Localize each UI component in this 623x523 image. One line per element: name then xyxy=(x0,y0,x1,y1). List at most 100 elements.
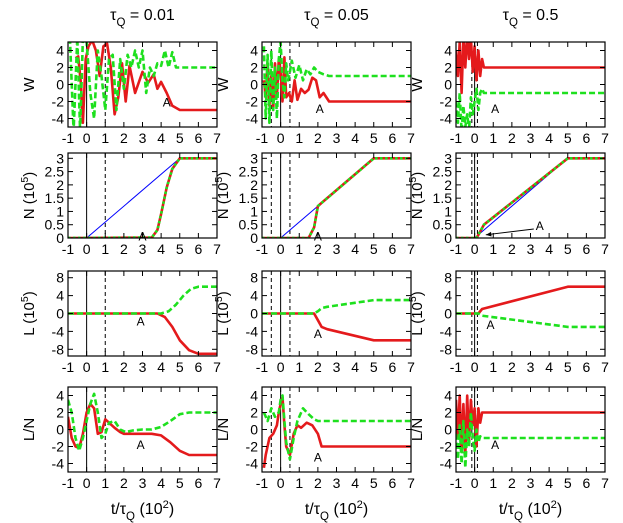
series-line-1 xyxy=(68,392,217,453)
panel-r1c0: -1 0 1 2 3 4 5 6 732.521.510.50 AN (105) xyxy=(19,150,221,257)
y-tick-label: 0 xyxy=(56,306,64,322)
series-line-0 xyxy=(456,285,605,315)
x-tick-label: 5 xyxy=(370,475,378,491)
y-tick-label: -2 xyxy=(440,94,453,110)
y-tick-label: 1 xyxy=(56,203,64,219)
x-tick-label: 3 xyxy=(527,359,535,375)
x-tick-label: 1 xyxy=(101,359,109,375)
plot-frame xyxy=(455,152,606,239)
annotation-arrowhead xyxy=(485,231,492,237)
y-tick-label: 2 xyxy=(56,177,64,193)
y-tick-label: -4 xyxy=(52,456,65,472)
x-tick-label: 5 xyxy=(564,130,572,146)
y-tick-label: 0 xyxy=(56,230,64,246)
x-tick-label: -1 xyxy=(450,475,463,491)
x-axis-label: t/τQ (102) xyxy=(111,499,174,523)
y-tick-label: 2 xyxy=(444,405,452,421)
y-tick-label: 8 xyxy=(56,270,64,286)
x-tick-label: 1 xyxy=(101,475,109,491)
x-tick-label: -1 xyxy=(256,130,269,146)
x-tick-label: 0 xyxy=(83,359,91,375)
y-tick-label: 0.5 xyxy=(45,217,65,233)
x-tick-label: 0 xyxy=(83,475,91,491)
x-tick-label: 7 xyxy=(407,475,415,491)
y-tick-label: 0 xyxy=(250,306,258,322)
y-tick-label: 0 xyxy=(250,77,258,93)
x-tick-label: 1 xyxy=(489,475,497,491)
y-tick-label: 1.5 xyxy=(239,190,259,206)
x-tick-label: 2 xyxy=(120,241,128,257)
x-axis-label: t/τQ (102) xyxy=(305,499,368,523)
x-tick-label: 7 xyxy=(213,241,221,257)
x-tick-label: 4 xyxy=(157,241,165,257)
y-tick-label: 0 xyxy=(56,77,64,93)
y-tick-label: 4 xyxy=(56,288,64,304)
annotation-label: A xyxy=(314,230,322,244)
series-line-1 xyxy=(456,411,605,470)
series-line-1 xyxy=(262,394,411,461)
annotation-label: A xyxy=(491,102,499,116)
x-tick-label: 5 xyxy=(370,130,378,146)
y-axis-label: W xyxy=(215,77,232,92)
y-tick-label: 2 xyxy=(56,60,64,76)
annotation-label: A xyxy=(137,315,145,329)
y-tick-label: -2 xyxy=(246,94,259,110)
annotation-label: A xyxy=(491,438,499,452)
series-line-0 xyxy=(262,312,411,342)
series-line-1 xyxy=(68,285,217,315)
x-tick-label: 3 xyxy=(333,359,341,375)
y-tick-label: 4 xyxy=(250,43,258,59)
x-tick-label: 6 xyxy=(388,359,396,375)
x-tick-label: -1 xyxy=(450,130,463,146)
x-tick-label: -1 xyxy=(62,130,75,146)
x-tick-label: -1 xyxy=(256,359,269,375)
y-tick-label: -4 xyxy=(246,456,259,472)
x-tick-label: 5 xyxy=(176,359,184,375)
x-tick-label: 5 xyxy=(564,359,572,375)
x-tick-label: 1 xyxy=(489,359,497,375)
y-tick-label: 3 xyxy=(56,150,64,166)
x-tick-label: 6 xyxy=(582,475,590,491)
x-tick-label: 1 xyxy=(101,241,109,257)
x-tick-label: 3 xyxy=(333,241,341,257)
series-line-2 xyxy=(68,157,217,238)
annotation-label: A xyxy=(316,102,324,116)
x-tick-label: 4 xyxy=(545,359,553,375)
x-tick-label: 4 xyxy=(545,475,553,491)
x-tick-label: 5 xyxy=(564,475,572,491)
x-tick-label: 4 xyxy=(545,241,553,257)
x-tick-label: 0 xyxy=(471,241,479,257)
x-tick-label: -1 xyxy=(62,359,75,375)
x-tick-label: 1 xyxy=(489,130,497,146)
y-axis-label: L/N xyxy=(215,418,232,441)
x-tick-label: -1 xyxy=(256,475,269,491)
y-axis-label: W xyxy=(409,77,426,92)
series-line-1 xyxy=(68,157,217,238)
x-tick-label: 3 xyxy=(527,130,535,146)
x-tick-label: 0 xyxy=(471,475,479,491)
y-tick-label: 1 xyxy=(250,203,258,219)
y-tick-label: 3 xyxy=(250,150,258,166)
x-tick-label: 2 xyxy=(120,359,128,375)
annotation-arrow xyxy=(485,228,534,236)
series-line-1 xyxy=(456,157,605,238)
annotation-label: A xyxy=(138,230,146,244)
y-tick-label: 1.5 xyxy=(45,190,65,206)
x-tick-label: 0 xyxy=(277,359,285,375)
y-axis-label: L/N xyxy=(409,418,426,441)
x-tick-label: 1 xyxy=(489,241,497,257)
x-tick-label: 0 xyxy=(83,241,91,257)
y-axis-label: W xyxy=(21,77,38,92)
y-tick-label: 8 xyxy=(250,270,258,286)
series-line-0 xyxy=(456,157,605,238)
x-tick-label: 5 xyxy=(564,241,572,257)
y-tick-label: -4 xyxy=(52,323,65,339)
x-tick-label: 4 xyxy=(351,359,359,375)
y-tick-label: 4 xyxy=(250,288,258,304)
x-tick-label: 0 xyxy=(83,130,91,146)
